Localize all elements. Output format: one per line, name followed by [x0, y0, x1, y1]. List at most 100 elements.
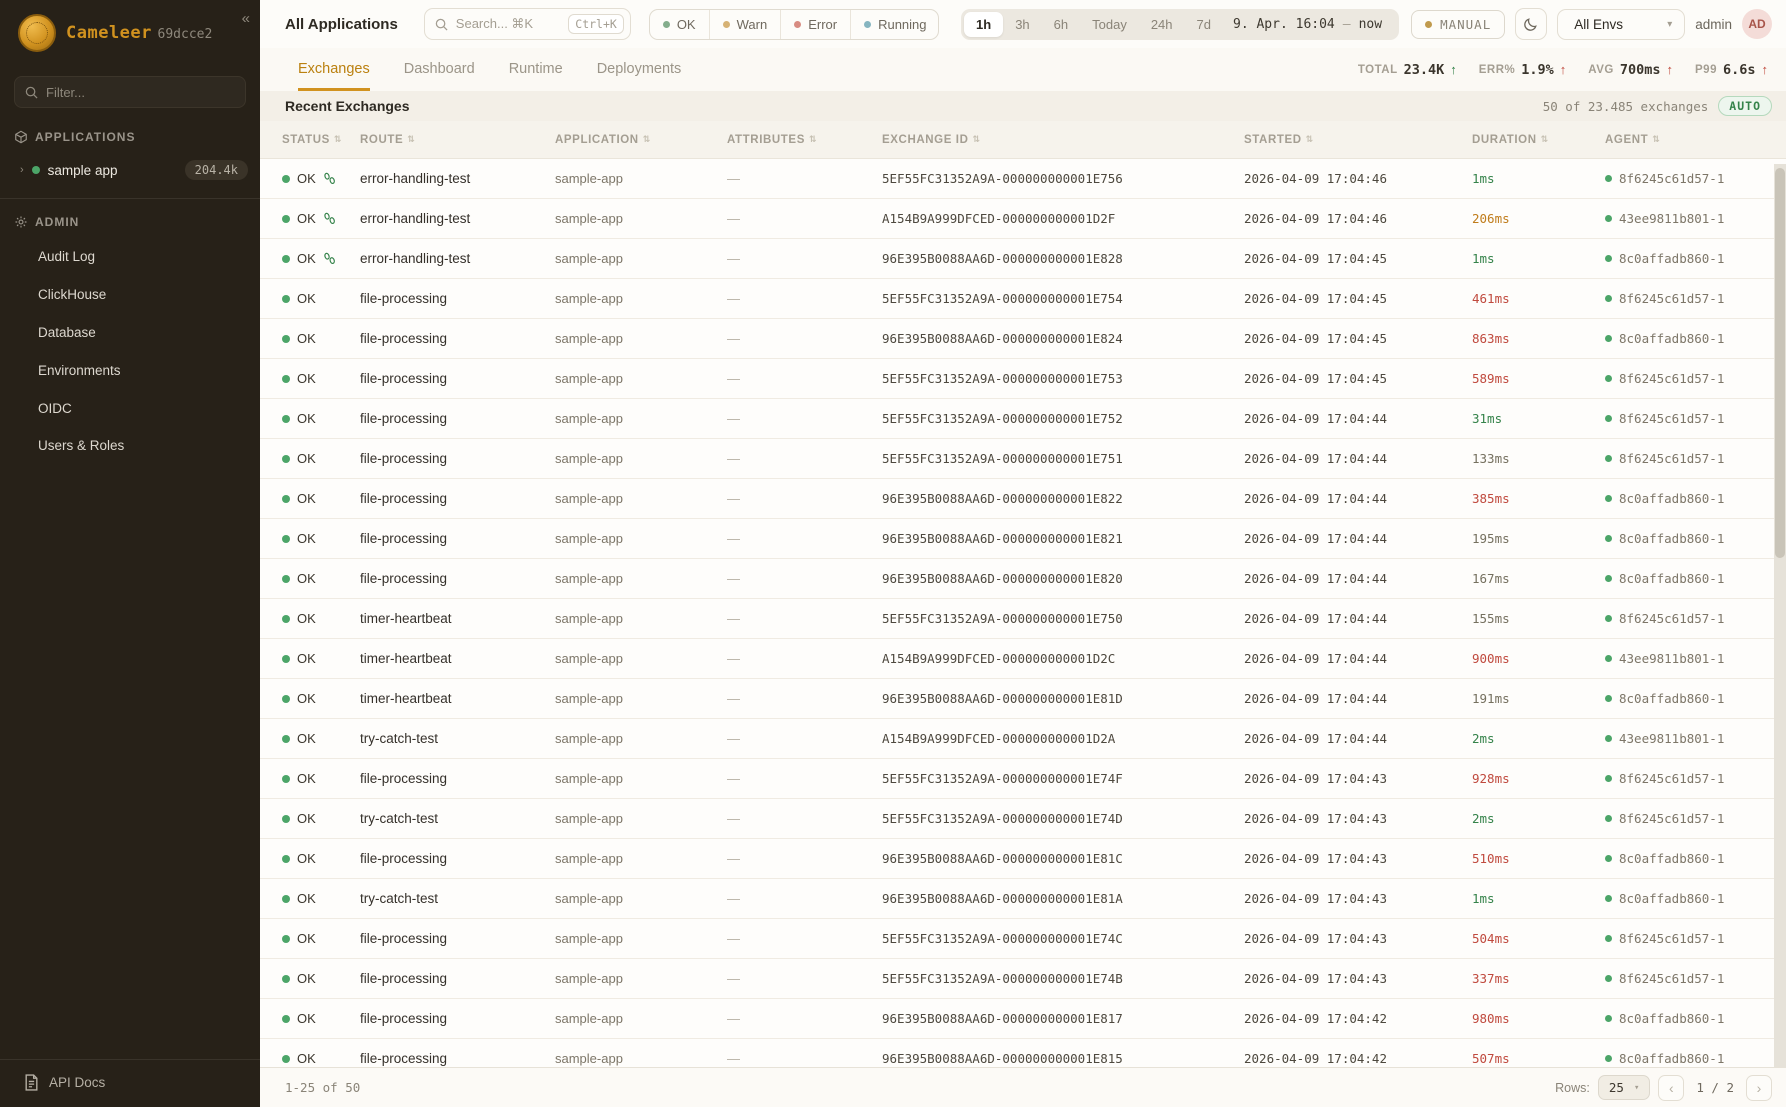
- table-row[interactable]: OK file-processing sample-app — 96E395B0088A…: [260, 319, 1786, 359]
- avatar[interactable]: AD: [1742, 9, 1772, 39]
- table-row[interactable]: OK file-processing sample-app — 96E395B0088A…: [260, 999, 1786, 1039]
- sidebar-item-api-docs[interactable]: API Docs: [0, 1059, 260, 1107]
- time-range-display[interactable]: 9. Apr. 16:04 – now: [1223, 17, 1396, 32]
- sidebar-filter-input[interactable]: Filter...: [14, 76, 246, 108]
- table-row[interactable]: OK file-processing sample-app — 5EF55FC31352…: [260, 399, 1786, 439]
- agent-status-dot: [1605, 495, 1612, 502]
- env-select-dropdown[interactable]: All Envs ▾: [1557, 8, 1686, 40]
- started-cell: 2026-04-09 17:04:44: [1244, 531, 1387, 546]
- column-header-duration[interactable]: DURATION ⇅: [1472, 134, 1605, 146]
- table-row[interactable]: OK file-processing sample-app — 5EF55FC31352…: [260, 359, 1786, 399]
- status-cell: OK: [282, 891, 360, 906]
- column-header-started[interactable]: STARTED ⇅: [1244, 134, 1472, 146]
- table-row[interactable]: OK file-processing sample-app — 96E395B0088A…: [260, 839, 1786, 879]
- started-cell: 2026-04-09 17:04:44: [1244, 491, 1387, 506]
- prev-page-button[interactable]: ‹: [1658, 1074, 1685, 1101]
- agent-id: 8c0affadb860-1: [1619, 571, 1725, 586]
- table-row[interactable]: OK file-processing sample-app — 5EF55FC31352…: [260, 919, 1786, 959]
- status-ok-dot: [282, 174, 290, 183]
- tab-runtime[interactable]: Runtime: [508, 61, 563, 77]
- table-row[interactable]: OK timer-heartbeat sample-app — 96E395B0088A…: [260, 679, 1786, 719]
- status-dot-icon: [722, 20, 730, 28]
- table-row[interactable]: OK file-processing sample-app — 5EF55FC31352…: [260, 279, 1786, 319]
- status-filter-error[interactable]: Error: [781, 9, 852, 39]
- table-row[interactable]: OK try-catch-test sample-app — 96E395B0088AA…: [260, 879, 1786, 919]
- table-row[interactable]: OK file-processing sample-app — 96E395B0088A…: [260, 1039, 1786, 1067]
- tab-deployments[interactable]: Deployments: [596, 61, 682, 77]
- sidebar-item-oidc[interactable]: OIDC: [38, 400, 72, 416]
- time-range-1h[interactable]: 1h: [964, 11, 1004, 37]
- status-ok-dot: [282, 414, 290, 423]
- table-row[interactable]: OK file-processing sample-app — 5EF55FC31352…: [260, 959, 1786, 999]
- document-icon: [25, 1074, 38, 1091]
- duration-cell: 195ms: [1472, 531, 1510, 546]
- exchange-id-cell: A154B9A999DFCED-000000000001D2C: [882, 651, 1116, 666]
- route-cell: file-processing: [360, 971, 448, 986]
- duration-cell: 133ms: [1472, 451, 1510, 466]
- status-label: OK: [297, 731, 316, 746]
- rows-per-page-select[interactable]: 25 ▾: [1597, 1075, 1651, 1100]
- sidebar-item-environments[interactable]: Environments: [38, 362, 121, 378]
- sidebar-item-audit-log[interactable]: Audit Log: [38, 249, 96, 264]
- sidebar-collapse-icon[interactable]: «: [241, 10, 250, 27]
- table-row[interactable]: OK timer-heartbeat sample-app — 5EF55FC31352…: [260, 599, 1786, 639]
- status-dot-icon: [662, 20, 670, 28]
- vertical-scrollbar[interactable]: [1774, 164, 1786, 1067]
- time-range-6h[interactable]: 6h: [1053, 16, 1069, 32]
- column-header-route[interactable]: ROUTE ⇅: [360, 134, 555, 146]
- table-row[interactable]: OK file-processing sample-app — 96E395B0088A…: [260, 559, 1786, 599]
- column-header-status[interactable]: STATUS ⇅: [282, 134, 360, 146]
- agent-cell: 8c0affadb860-1: [1605, 1011, 1786, 1026]
- time-range-24h[interactable]: 24h: [1150, 16, 1173, 32]
- search-input[interactable]: Search... ⌘K Ctrl+K: [423, 8, 631, 40]
- status-filter-running[interactable]: Running: [851, 10, 938, 39]
- search-icon: [435, 18, 448, 31]
- table-row[interactable]: OK error-handling-test sample-app — 96E395B0…: [260, 239, 1786, 279]
- column-header-agent[interactable]: AGENT ⇅: [1605, 134, 1786, 146]
- table-row[interactable]: OK try-catch-test sample-app — A154B9A999DFC…: [260, 719, 1786, 759]
- sidebar-item-users-roles[interactable]: Users & Roles: [38, 438, 125, 454]
- table-header: STATUS ⇅ ROUTE ⇅ APPLICATION ⇅ ATTRIBUTES ⇅ EXCH…: [260, 121, 1786, 159]
- agent-status-dot: [1605, 335, 1612, 342]
- tab-exchanges[interactable]: Exchanges: [298, 48, 370, 91]
- exchange-id-cell: 5EF55FC31352A9A-000000000001E751: [882, 451, 1123, 466]
- column-header-application[interactable]: APPLICATION ⇅: [555, 134, 727, 146]
- exchange-id-cell: 96E395B0088AA6D-000000000001E820: [882, 571, 1123, 586]
- status-label: OK: [297, 291, 316, 306]
- sort-icon: ⇅: [642, 134, 651, 144]
- agent-id: 8c0affadb860-1: [1619, 531, 1725, 546]
- sidebar-item-clickhouse[interactable]: ClickHouse: [38, 286, 107, 302]
- column-header-exchange-id[interactable]: EXCHANGE ID ⇅: [882, 134, 1244, 146]
- chevron-right-icon[interactable]: ›: [20, 164, 24, 176]
- table-row[interactable]: OK file-processing sample-app — 96E395B0088A…: [260, 519, 1786, 559]
- tab-dashboard[interactable]: Dashboard: [403, 61, 475, 77]
- agent-id: 8c0affadb860-1: [1619, 251, 1725, 266]
- table-row[interactable]: OK file-processing sample-app — 5EF55FC31352…: [260, 759, 1786, 799]
- table-row[interactable]: OK error-handling-test sample-app — A154B9A9…: [260, 199, 1786, 239]
- column-header-attributes[interactable]: ATTRIBUTES ⇅: [727, 134, 882, 146]
- table-row[interactable]: OK file-processing sample-app — 5EF55FC31352…: [260, 439, 1786, 479]
- next-page-button[interactable]: ›: [1746, 1074, 1772, 1101]
- application-cell: sample-app: [555, 771, 623, 786]
- time-range-today[interactable]: Today: [1092, 16, 1127, 32]
- status-label: OK: [297, 771, 316, 786]
- sidebar-item-database[interactable]: Database: [38, 324, 96, 340]
- dark-mode-toggle[interactable]: [1515, 8, 1548, 40]
- duration-cell: 155ms: [1472, 611, 1510, 626]
- table-row[interactable]: OK file-processing sample-app — 96E395B0088A…: [260, 479, 1786, 519]
- manual-refresh-button[interactable]: MANUAL: [1411, 9, 1506, 39]
- time-range-3h[interactable]: 3h: [1015, 16, 1030, 32]
- started-cell: 2026-04-09 17:04:44: [1244, 451, 1387, 466]
- table-row[interactable]: OK timer-heartbeat sample-app — A154B9A999DF…: [260, 639, 1786, 679]
- scrollbar-thumb[interactable]: [1775, 168, 1785, 558]
- manual-dot-icon: [1425, 20, 1433, 28]
- auto-refresh-badge[interactable]: AUTO: [1718, 96, 1772, 116]
- agent-status-dot: [1605, 295, 1612, 302]
- status-filter-ok[interactable]: OK: [650, 9, 710, 39]
- agent-status-dot: [1605, 175, 1612, 182]
- table-row[interactable]: OK try-catch-test sample-app — 5EF55FC31352A…: [260, 799, 1786, 839]
- sidebar-item-sample-app[interactable]: › sample app 204.4k: [0, 152, 260, 188]
- time-range-7d[interactable]: 7d: [1196, 16, 1211, 32]
- status-filter-warn[interactable]: Warn: [710, 9, 782, 39]
- table-row[interactable]: OK error-handling-test sample-app — 5EF55FC3…: [260, 159, 1786, 199]
